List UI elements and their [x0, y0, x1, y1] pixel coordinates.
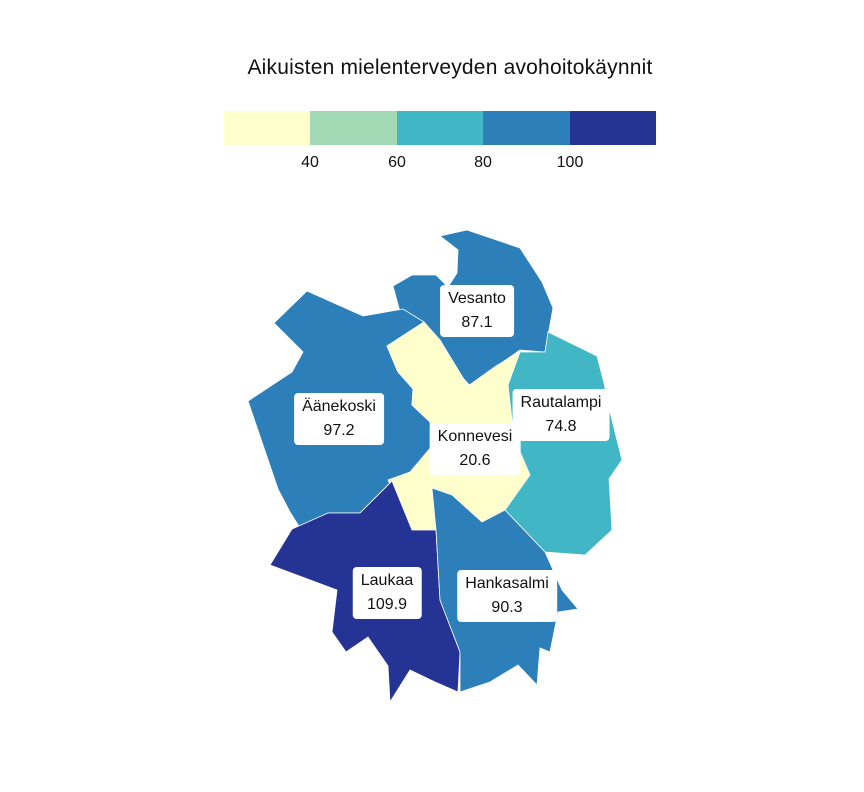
- region-value: 90.3: [491, 599, 523, 616]
- legend-tick-40: 40: [301, 154, 319, 171]
- region-value: 87.1: [461, 314, 493, 331]
- region-name: Äänekoski: [302, 398, 376, 415]
- legend-swatch-4: [483, 111, 570, 145]
- label-aanekoski: Äänekoski 97.2: [294, 393, 384, 445]
- region-name: Hankasalmi: [465, 575, 549, 592]
- label-rautalampi: Rautalampi 74.8: [512, 389, 610, 441]
- legend-tick-100: 100: [556, 154, 584, 171]
- legend-swatch-1: [224, 111, 311, 145]
- region-name: Vesanto: [448, 290, 506, 307]
- legend-tick-60: 60: [388, 154, 406, 171]
- region-value: 109.9: [366, 596, 408, 613]
- legend-tick-80: 80: [474, 154, 492, 171]
- region-value: 74.8: [545, 418, 577, 435]
- region-name: Laukaa: [360, 572, 414, 589]
- legend-swatch-3: [396, 111, 484, 145]
- legend-swatch-5: [569, 111, 657, 145]
- legend-swatch-2: [310, 111, 397, 145]
- region-name: Konnevesi: [437, 428, 513, 445]
- region-name: Rautalampi: [520, 394, 602, 411]
- label-konnevesi: Konnevesi 20.6: [429, 423, 521, 475]
- region-value: 97.2: [323, 422, 355, 439]
- label-hankasalmi: Hankasalmi 90.3: [457, 570, 557, 622]
- label-laukaa: Laukaa 109.9: [352, 567, 422, 619]
- map-title: Aikuisten mielenterveyden avohoitokäynni…: [247, 56, 653, 79]
- region-rautalampi[interactable]: [504, 331, 623, 556]
- region-value: 20.6: [459, 452, 491, 469]
- color-legend: [224, 111, 657, 145]
- label-vesanto: Vesanto 87.1: [440, 285, 514, 337]
